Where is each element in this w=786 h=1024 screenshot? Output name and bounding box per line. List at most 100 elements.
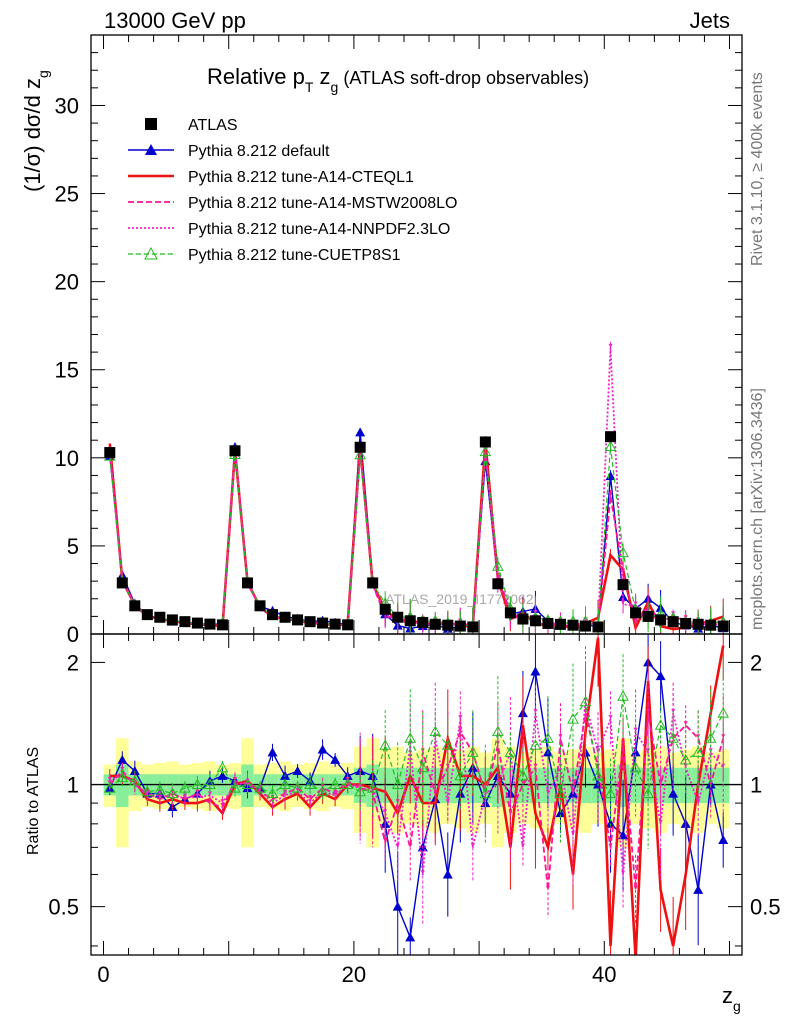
plot-title-part: (ATLAS soft-drop observables) (338, 68, 589, 88)
y-tick-label: 5 (67, 534, 79, 559)
legend-entry: Pythia 8.212 tune-A14-CTEQL1 (128, 169, 414, 186)
atlas-data-point (329, 618, 341, 630)
legend-marker-open-triangle (144, 246, 158, 260)
ratio-marker-dot (621, 741, 626, 746)
ratio-marker-cuetp8s1 (592, 769, 604, 781)
ratio-marker-cuetp8s1 (717, 707, 730, 718)
ratio-marker-dot (658, 780, 663, 785)
ratio-marker-default (718, 834, 729, 844)
atlas-data-point (554, 618, 566, 630)
ratio-marker-dot (107, 777, 112, 782)
plot-title-part: Relative p (207, 64, 305, 89)
header-left-label: 13000 GeV pp (104, 8, 246, 33)
atlas-data-point (304, 616, 316, 628)
atlas-data-point (104, 447, 116, 459)
ratio-marker-default (217, 770, 228, 780)
ratio-marker-cuetp8s1 (667, 732, 679, 743)
ratio-marker-dot (420, 748, 425, 753)
ratio-marker-default (292, 765, 303, 775)
ratio-marker-cuetp8s1 (103, 782, 116, 793)
ratio-marker-dot (232, 777, 237, 782)
ratio-marker-dot (570, 831, 575, 836)
legend-marker-triangle (145, 144, 157, 155)
atlas-data-point (692, 618, 704, 630)
legend-entry: Pythia 8.212 tune-A14-MSTW2008LO (128, 195, 457, 212)
ratio-marker-cuetp8s1 (241, 778, 254, 790)
ratio-marker-cuetp8s1 (704, 732, 717, 743)
atlas-data-point (479, 436, 491, 448)
ratio-marker-dot (621, 870, 626, 875)
ratio-marker-dot (658, 819, 663, 824)
ratio-marker-cuetp8s1 (341, 778, 354, 790)
atlas-data-point (317, 617, 329, 629)
legend-marker-atlas (145, 118, 157, 130)
y-axis-label-top: (1/σ) dσ/d zg (20, 70, 51, 192)
ratio-marker-dot (458, 727, 463, 732)
ratio-marker-dot (633, 885, 638, 890)
atlas-data-point (467, 621, 479, 633)
atlas-data-point (241, 577, 253, 589)
main-marker-dot (621, 568, 626, 573)
ratio-marker-default (655, 671, 666, 681)
atlas-data-point (141, 609, 153, 621)
ratio-marker-cuetp8s1 (504, 746, 517, 757)
ratio-marker-dot (182, 793, 187, 798)
ratio-marker-cuetp8s1 (441, 739, 454, 750)
y-tick-label: 30 (55, 93, 79, 118)
atlas-data-point (542, 617, 554, 629)
y-tick-label: 0 (67, 622, 79, 647)
y-axis-label-main: (1/σ) dσ/d z (20, 78, 45, 192)
ratio-marker-cuetp8s1 (542, 732, 554, 743)
ratio-marker-default (530, 666, 541, 676)
main-marker-dot (621, 600, 626, 605)
atlas-data-point (454, 620, 466, 632)
atlas-data-point (116, 577, 128, 589)
ratio-marker-default (442, 869, 453, 879)
atlas-data-point (342, 619, 354, 631)
ratio-marker-cuetp8s1 (216, 761, 229, 773)
main-marker-cuetp8s1 (479, 445, 492, 457)
atlas-data-point (254, 600, 266, 612)
ratio-marker-cuetp8s1 (654, 719, 667, 730)
atlas-data-point (417, 617, 429, 629)
ratio-marker-default (267, 747, 278, 757)
ratio-marker-cuetp8s1 (479, 787, 492, 799)
ratio-marker-cuetp8s1 (229, 782, 241, 793)
y-tick-label: 25 (55, 182, 79, 207)
ratio-marker-cuetp8s1 (291, 782, 304, 793)
ratio-marker-dot (207, 791, 212, 796)
ratio-marker-default (555, 808, 566, 818)
x-tick-label: 0 (97, 962, 109, 987)
ratio-marker-dot (545, 789, 550, 794)
atlas-data-point (630, 607, 642, 619)
ratio-marker-cuetp8s1 (179, 782, 191, 793)
ratio-marker-cuetp8s1 (466, 746, 479, 757)
ratio-marker-cuetp8s1 (567, 713, 579, 724)
atlas-data-point (404, 615, 416, 627)
atlas-data-point (392, 611, 404, 623)
ratio-series-line (109, 637, 725, 955)
x-tick-label: 40 (592, 962, 616, 987)
ratio-marker-dot (458, 715, 463, 720)
atlas-data-point (166, 614, 178, 626)
main-marker-cuetp8s1 (492, 560, 504, 571)
ratio-marker-default (129, 765, 140, 775)
atlas-data-point (592, 621, 604, 633)
atlas-data-point (680, 617, 692, 629)
main-marker-cuetp8s1 (354, 448, 367, 460)
y-axis-label-sub: g (35, 70, 51, 78)
side-text-rivet: Rivet 3.1.10, ≥ 400k events (749, 72, 766, 266)
ratio-marker-dot (520, 843, 525, 848)
ratio-marker-dot (445, 763, 450, 768)
atlas-data-point (580, 620, 592, 632)
ratio-marker-dot (283, 791, 288, 796)
atlas-data-point (705, 619, 717, 631)
y-axis-label-ratio: Ratio to ATLAS (25, 747, 42, 855)
atlas-data-point (367, 577, 379, 589)
ratio-marker-dot (120, 766, 125, 771)
ratio-panel-data (91, 634, 742, 955)
ratio-series-line (109, 712, 725, 890)
ratio-y-tick-label-right: 0.5 (750, 895, 781, 920)
ratio-marker-cuetp8s1 (416, 761, 429, 773)
